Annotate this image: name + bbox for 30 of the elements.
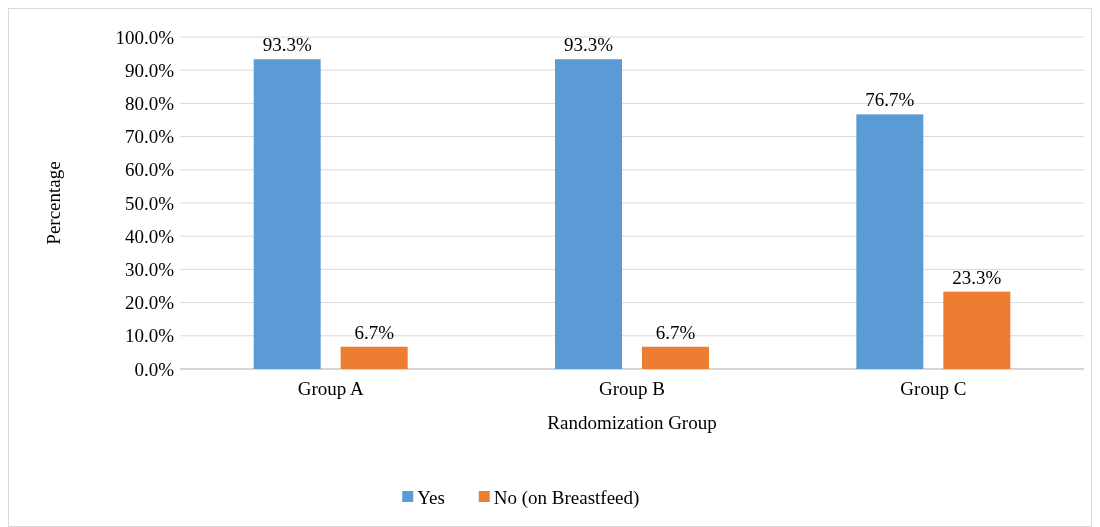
bar [555,59,622,369]
y-tick-label: 0.0% [134,358,175,380]
data-label: 76.7% [865,89,915,111]
bar [943,291,1011,369]
legend-label: No (on Breastfeed) [493,486,640,509]
y-tick-label: 90.0% [124,59,175,81]
data-label: 93.3% [262,34,312,56]
bar [253,59,321,369]
x-axis-title: Randomization Group [547,412,717,433]
bar [642,346,709,369]
y-tick-label: 40.0% [124,225,175,247]
y-tick-label: 10.0% [124,325,175,347]
bar [856,114,924,369]
bar [340,346,408,369]
legend-label: Yes [417,486,445,508]
y-tick-label: 60.0% [124,159,175,181]
data-label: 23.3% [952,266,1002,288]
y-tick-label: 100.0% [115,26,175,48]
y-tick-label: 50.0% [124,192,175,214]
y-tick-label: 30.0% [124,259,175,281]
x-tick-label: Group A [297,378,364,399]
x-tick-label: Group C [900,378,967,399]
data-label: 6.7% [655,321,696,343]
y-tick-label: 70.0% [124,126,175,148]
y-tick-label: 80.0% [124,93,175,115]
x-tick-label: Group B [599,378,665,399]
y-axis-title: Percentage [43,161,64,245]
data-label: 93.3% [563,34,614,56]
y-tick-label: 20.0% [124,292,175,314]
data-label: 6.7% [354,321,395,343]
